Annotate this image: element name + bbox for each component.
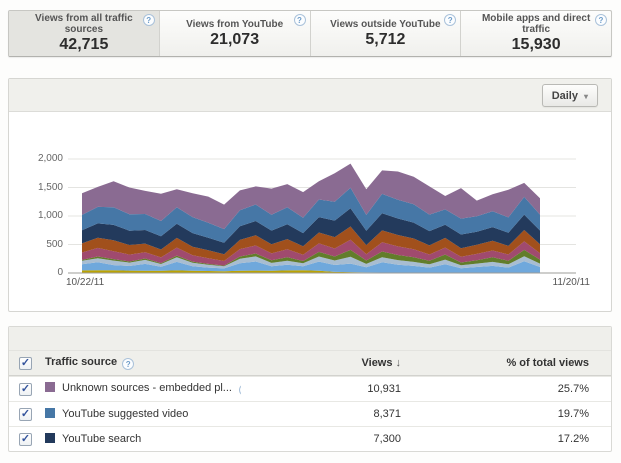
metric-card-label: Mobile apps and direct traffic [481, 13, 591, 35]
metric-card-youtube-views[interactable]: ? Views from YouTube 21,073 [158, 11, 310, 56]
metric-card-all-traffic[interactable]: ? Views from all traffic sources 42,715 [9, 11, 159, 56]
row-checkbox[interactable]: ✓ [19, 382, 32, 396]
metric-card-outside-youtube[interactable]: ? Views outside YouTube 5,712 [309, 11, 461, 56]
interval-dropdown[interactable]: Daily ▾ [541, 84, 598, 107]
metric-card-value: 15,930 [511, 36, 561, 53]
traffic-source-label: Unknown sources - embedded pl... [62, 382, 232, 394]
help-icon[interactable]: ? [444, 14, 457, 26]
table-row-youtube-search[interactable]: ✓ YouTube search 7,300 17.2% [9, 426, 611, 451]
series-color-swatch [45, 382, 55, 392]
stacked-area-svg [68, 158, 576, 274]
metric-card-mobile-direct[interactable]: ? Mobile apps and direct traffic 15,930 [460, 11, 611, 56]
traffic-source-column-header[interactable]: Traffic source? [45, 356, 241, 370]
x-axis-start-label: 10/22/11 [66, 277, 105, 288]
help-icon[interactable]: ? [293, 14, 306, 26]
percent-value: 19.7% [557, 408, 589, 420]
interval-dropdown-label: Daily [551, 89, 578, 102]
series-color-swatch [45, 408, 55, 418]
table-toolbar [9, 327, 611, 351]
views-value: 10,931 [367, 383, 401, 395]
table-header-row: ✓ Traffic source? Views ↓ % of total view… [9, 351, 611, 376]
traffic-sources-area-chart[interactable]: 0 500 1,000 1,500 2,000 10/22/11 11/20/11 [9, 113, 611, 312]
row-checkbox[interactable]: ✓ [19, 432, 32, 446]
sort-descending-icon: ↓ [395, 357, 402, 369]
chevron-down-icon: ▾ [583, 91, 588, 101]
select-all-checkbox[interactable]: ✓ [19, 356, 32, 370]
metric-card-value: 5,712 [365, 30, 406, 48]
traffic-source-table: ✓ Traffic source? Views ↓ % of total view… [8, 326, 612, 452]
metric-cards-strip: ? Views from all traffic sources 42,715 … [8, 10, 612, 57]
views-header-label: Views [361, 357, 393, 369]
x-axis-end-label: 11/20/11 [552, 277, 590, 288]
percent-value: 17.2% [557, 433, 589, 445]
chart-toolbar: Daily ▾ [9, 79, 611, 112]
table-row-unknown-sources[interactable]: ✓ Unknown sources - embedded pl...? 10,9… [9, 376, 611, 401]
metric-card-label: Views from all traffic sources [35, 13, 133, 35]
help-icon[interactable]: ? [142, 14, 155, 26]
traffic-source-header-label: Traffic source [45, 356, 118, 368]
metric-card-value: 21,073 [210, 30, 260, 48]
traffic-chart-panel: Daily ▾ 0 500 1,000 1,500 2,000 10/22/11 11/2… [8, 78, 612, 312]
table-row-suggested-video[interactable]: ✓ YouTube suggested video 8,371 19.7% [9, 401, 611, 426]
help-icon[interactable]: ? [122, 358, 135, 370]
views-value: 7,300 [373, 433, 401, 445]
help-icon[interactable]: ? [595, 14, 607, 26]
metric-card-label: Views outside YouTube [330, 18, 441, 30]
traffic-source-label: YouTube suggested video [62, 408, 189, 420]
traffic-source-label: YouTube search [62, 433, 142, 445]
views-value: 8,371 [373, 408, 401, 420]
percent-column-header[interactable]: % of total views [506, 357, 589, 369]
percent-value: 25.7% [557, 383, 589, 395]
series-color-swatch [45, 433, 55, 443]
metric-card-label: Views from YouTube [186, 18, 284, 30]
row-checkbox[interactable]: ✓ [19, 407, 32, 421]
views-column-header[interactable]: Views ↓ [241, 357, 402, 369]
metric-card-value: 42,715 [59, 36, 109, 53]
